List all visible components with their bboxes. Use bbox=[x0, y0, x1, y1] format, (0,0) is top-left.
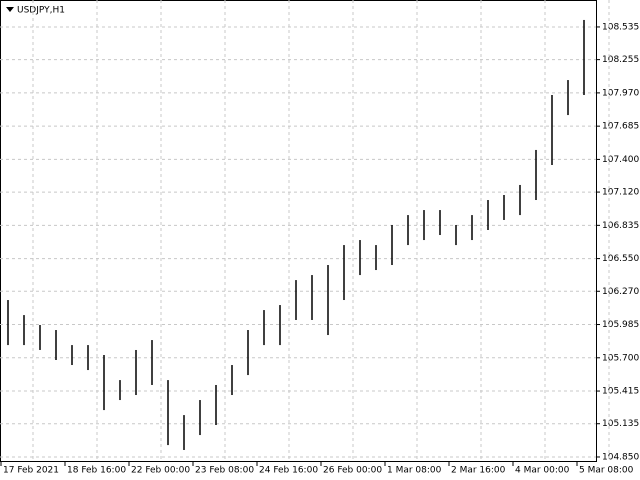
y-tick-label: 106.270 bbox=[602, 287, 639, 297]
x-tick-label: 2 Mar 16:00 bbox=[451, 466, 506, 476]
x-tick-label: 23 Feb 08:00 bbox=[195, 466, 254, 476]
y-tick-label: 106.835 bbox=[602, 221, 639, 231]
y-tick-label: 108.535 bbox=[602, 22, 639, 32]
y-tick-label: 107.970 bbox=[602, 88, 639, 98]
menu-arrow[interactable] bbox=[6, 7, 14, 12]
chart-title: USDJPY,H1 bbox=[17, 6, 65, 16]
x-tick-label: 1 Mar 08:00 bbox=[387, 466, 442, 476]
y-tick-label: 107.400 bbox=[602, 155, 639, 165]
y-tick-label: 105.700 bbox=[602, 353, 639, 363]
y-tick-label: 105.415 bbox=[602, 387, 639, 397]
y-tick-label: 105.985 bbox=[602, 320, 639, 330]
x-tick-label: 24 Feb 16:00 bbox=[259, 466, 318, 476]
y-tick-label: 106.550 bbox=[602, 254, 639, 264]
plot-frame bbox=[0, 0, 597, 462]
y-tick-label: 107.685 bbox=[602, 122, 639, 132]
y-tick-label: 108.255 bbox=[602, 55, 639, 65]
x-tick-label: 4 Mar 00:00 bbox=[515, 466, 570, 476]
y-tick-label: 107.120 bbox=[602, 188, 639, 198]
x-tick-label: 26 Feb 00:00 bbox=[323, 466, 382, 476]
y-tick-label: 104.850 bbox=[602, 452, 639, 462]
y-tick-label: 105.135 bbox=[602, 419, 639, 429]
x-tick-label: 17 Feb 2021 bbox=[3, 466, 59, 476]
x-tick-label: 5 Mar 08:00 bbox=[579, 466, 634, 476]
x-tick-label: 22 Feb 00:00 bbox=[131, 466, 190, 476]
x-tick-label: 18 Feb 16:00 bbox=[67, 466, 126, 476]
